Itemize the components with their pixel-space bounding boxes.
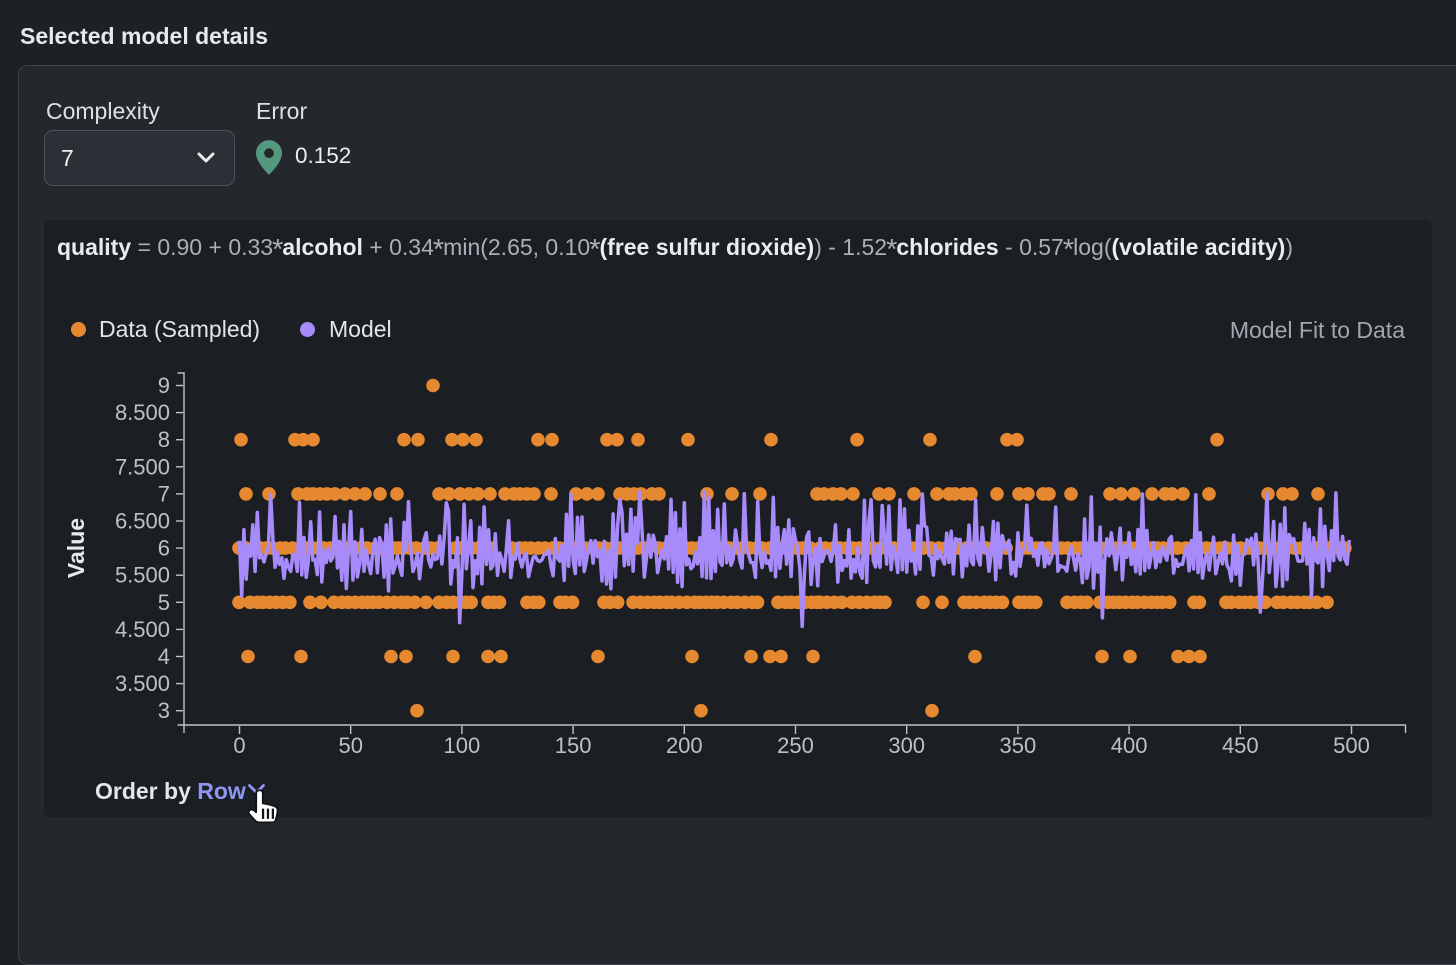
svg-text:100: 100 — [444, 733, 481, 758]
svg-text:300: 300 — [888, 733, 925, 758]
svg-text:350: 350 — [1000, 733, 1037, 758]
svg-text:4: 4 — [158, 644, 170, 669]
svg-text:400: 400 — [1111, 733, 1148, 758]
svg-text:5: 5 — [158, 590, 170, 615]
svg-text:3: 3 — [158, 698, 170, 723]
svg-text:0: 0 — [233, 733, 245, 758]
svg-text:4.500: 4.500 — [115, 617, 170, 642]
svg-text:8.500: 8.500 — [115, 400, 170, 425]
svg-text:6: 6 — [158, 536, 170, 561]
svg-text:7: 7 — [158, 481, 170, 506]
svg-text:Value: Value — [63, 518, 89, 578]
svg-text:7.500: 7.500 — [115, 454, 170, 479]
svg-text:250: 250 — [777, 733, 814, 758]
svg-text:500: 500 — [1333, 733, 1370, 758]
svg-text:50: 50 — [338, 733, 362, 758]
svg-text:450: 450 — [1222, 733, 1259, 758]
svg-text:150: 150 — [555, 733, 592, 758]
svg-text:8: 8 — [158, 427, 170, 452]
svg-text:6.500: 6.500 — [115, 509, 170, 534]
svg-text:3.500: 3.500 — [115, 671, 170, 696]
svg-text:5.500: 5.500 — [115, 563, 170, 588]
svg-text:200: 200 — [666, 733, 703, 758]
svg-text:9: 9 — [158, 373, 170, 398]
